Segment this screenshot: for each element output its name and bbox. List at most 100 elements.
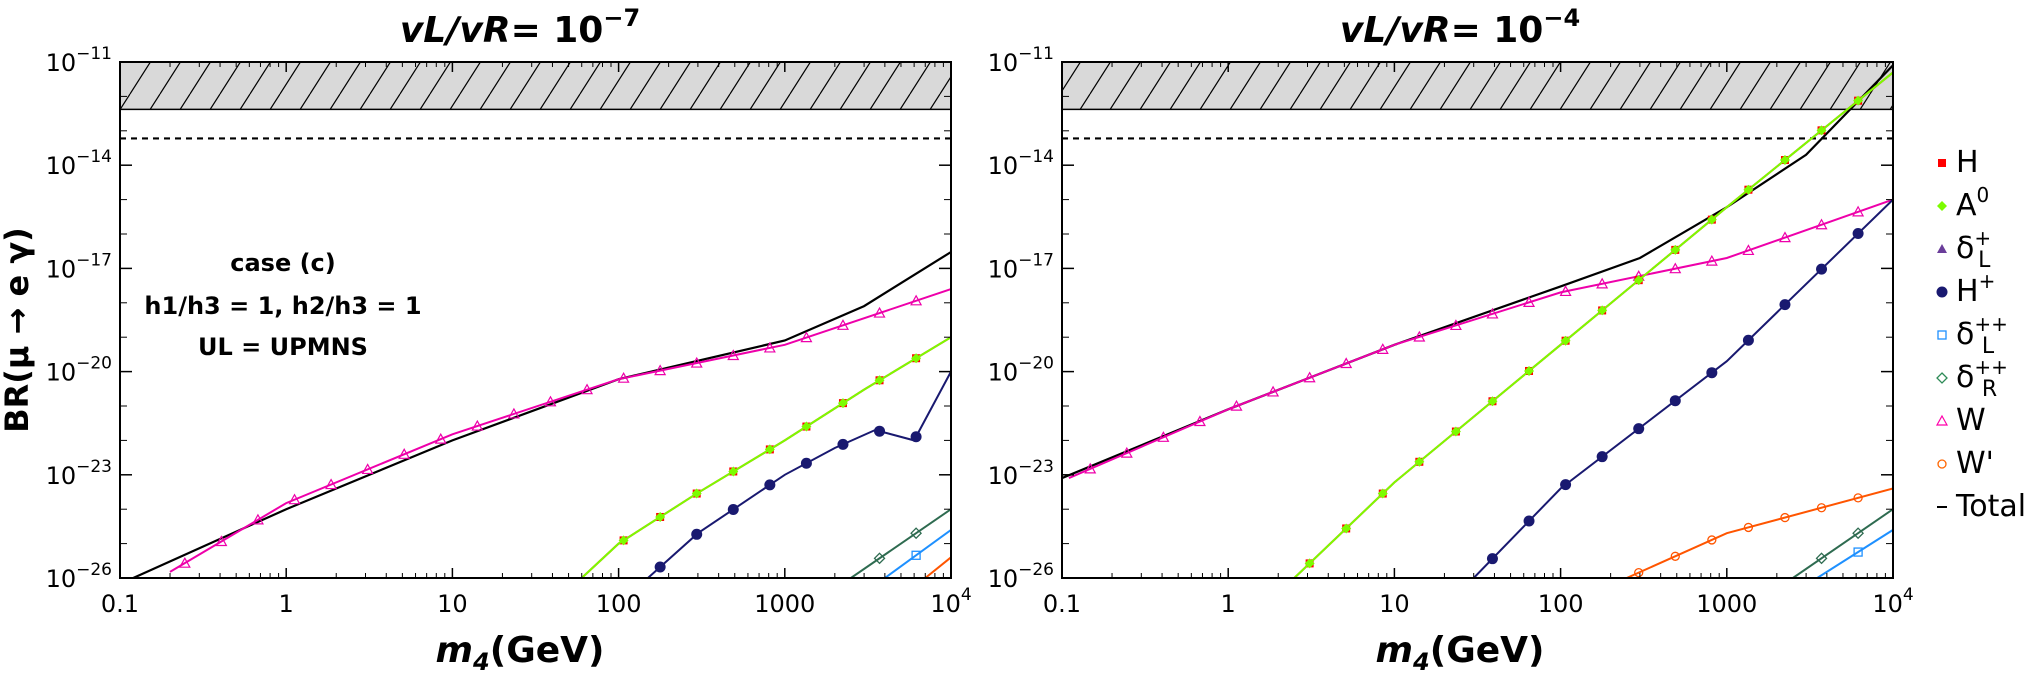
x-tick-label: 10	[437, 590, 468, 618]
series-W-point	[800, 331, 813, 343]
series-H+-point	[727, 503, 739, 515]
series-A0-point	[1633, 275, 1644, 286]
series-A0-point	[1743, 184, 1754, 195]
legend-marker	[1938, 159, 1946, 167]
x-axis-label-left: m4(GeV)	[436, 630, 605, 674]
series-A0-point	[1414, 456, 1425, 467]
legend-item: δ++ L	[1937, 312, 2008, 359]
series-W-point	[581, 383, 594, 395]
series-W-point	[1449, 319, 1462, 331]
x-tick-label: 1	[1221, 590, 1236, 618]
series-Wp-point	[1634, 567, 1644, 578]
y-tick-label: 10−17	[988, 250, 1054, 283]
legend-item: δ++ R	[1936, 355, 2008, 402]
legend-item: H	[1938, 145, 1979, 180]
series-A0-point	[1779, 155, 1790, 166]
series-W-point	[763, 341, 776, 353]
x-tick-label: 104	[930, 585, 971, 618]
legend-marker	[1936, 286, 1948, 298]
series-W-point	[251, 513, 264, 525]
series-A0-point	[1670, 244, 1681, 255]
x-tick-label: 1000	[1696, 590, 1757, 618]
series-H+-point	[1560, 479, 1572, 491]
series-H+-point	[1633, 423, 1645, 435]
series-A0-point	[1341, 523, 1352, 534]
series-dRpp-point	[1852, 527, 1865, 540]
legend-item: H+	[1936, 269, 1995, 309]
series-Wp-point	[1816, 503, 1827, 513]
annotation-case: case (c)	[230, 249, 336, 277]
legend-label: H+	[1956, 269, 1995, 309]
series-W-point	[1157, 431, 1170, 442]
legend-item: W	[1935, 403, 1986, 438]
series-H+-point	[1706, 367, 1718, 379]
y-tick-label: 10−23	[46, 457, 112, 490]
series-A0-point	[801, 421, 812, 432]
series-A0-point	[1816, 125, 1827, 136]
series-H+-point	[1486, 553, 1498, 565]
series-A0-point	[837, 398, 848, 409]
series-W-point	[1376, 343, 1389, 354]
series-H+-point	[764, 479, 776, 491]
series-H+-point	[691, 528, 703, 540]
y-tick-label: 10−20	[46, 354, 112, 387]
series-W-point	[836, 319, 849, 330]
series-W-point	[1523, 296, 1536, 307]
series-Wp-point	[1743, 522, 1754, 533]
legend-item: A0	[1937, 183, 1989, 223]
y-tick-label: 10−23	[988, 457, 1054, 490]
series-A0-point	[1706, 214, 1717, 225]
series-H+-point	[910, 431, 922, 443]
y-tick-label: 10−20	[988, 354, 1054, 387]
series-H+-point	[1742, 334, 1754, 346]
legend-label: δ++ R	[1956, 355, 2008, 402]
series-A0-line	[581, 336, 951, 578]
series-A0-point	[655, 511, 666, 522]
legend-item: δ+ L	[1937, 226, 1991, 273]
series-H+-point	[1596, 451, 1608, 463]
x-tick-label: 1000	[754, 590, 815, 618]
y-tick-label: 10−11	[988, 44, 1054, 77]
panel-left-title: vL/vR= 10−7	[400, 4, 640, 51]
series-W-point	[1742, 244, 1755, 256]
y-tick-label: 10−14	[988, 147, 1054, 180]
series-A0-point	[1524, 365, 1535, 376]
series-H+-line	[647, 371, 951, 578]
series-Wp-point	[1853, 493, 1863, 503]
series-W-point	[910, 294, 923, 306]
series-A0-point	[1487, 396, 1498, 407]
series-A0-point	[618, 535, 629, 546]
series-H+-point	[654, 561, 666, 573]
series-W-point	[1267, 385, 1280, 397]
series-H+-point	[1852, 228, 1864, 240]
series-A0-point	[691, 488, 702, 499]
series-W-point	[471, 419, 484, 431]
series-W-point	[1340, 357, 1353, 369]
legend-label: δ+ L	[1956, 226, 1991, 273]
series-dLpp-point	[911, 550, 921, 560]
series-H+-point	[1523, 515, 1535, 527]
annotation-mixing: UL = UPMNS	[198, 333, 368, 361]
series-W-point	[1486, 307, 1499, 319]
legend-marker	[1937, 244, 1947, 253]
legend-label: H	[1956, 145, 1979, 180]
series-W-point	[1815, 218, 1828, 230]
series-H+-point	[1816, 263, 1828, 275]
series-W-point	[1778, 231, 1791, 243]
legend-marker	[1937, 459, 1947, 469]
series-W-point	[1413, 330, 1426, 342]
plot-area	[120, 62, 951, 578]
y-tick-label: 10−26	[988, 560, 1054, 593]
series-W-point	[1193, 415, 1206, 427]
x-tick-label: 0.1	[101, 590, 139, 618]
annotation-couplings: h1/h3 = 1, h2/h3 = 1	[144, 292, 421, 320]
plot-frame	[119, 61, 952, 579]
y-tick-label: 10−14	[46, 147, 112, 180]
panel-right: vL/vR= 10−4 0.1 1 10 100 1000 104 10−26 10−23 10…	[988, 4, 1914, 618]
series-H+-point	[874, 425, 886, 437]
series-W-point	[1303, 371, 1316, 383]
legend-marker	[1937, 201, 1947, 211]
series-A0-point	[1597, 305, 1608, 316]
